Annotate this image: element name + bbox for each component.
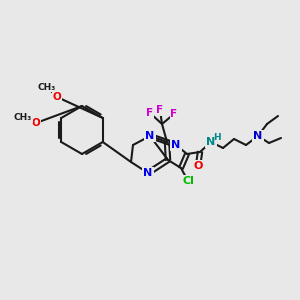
Text: O: O <box>193 161 203 171</box>
Text: O: O <box>32 118 40 128</box>
Text: N: N <box>206 137 216 147</box>
Text: CH₃: CH₃ <box>38 82 56 91</box>
Text: H: H <box>213 133 221 142</box>
Text: F: F <box>170 109 178 119</box>
Text: N: N <box>146 131 154 141</box>
Text: N: N <box>254 131 262 141</box>
Text: O: O <box>52 92 62 102</box>
Text: CH₃: CH₃ <box>14 113 32 122</box>
Text: F: F <box>146 108 154 118</box>
Text: Cl: Cl <box>182 176 194 186</box>
Text: F: F <box>156 105 164 115</box>
Text: N: N <box>143 168 153 178</box>
Text: N: N <box>171 140 181 150</box>
